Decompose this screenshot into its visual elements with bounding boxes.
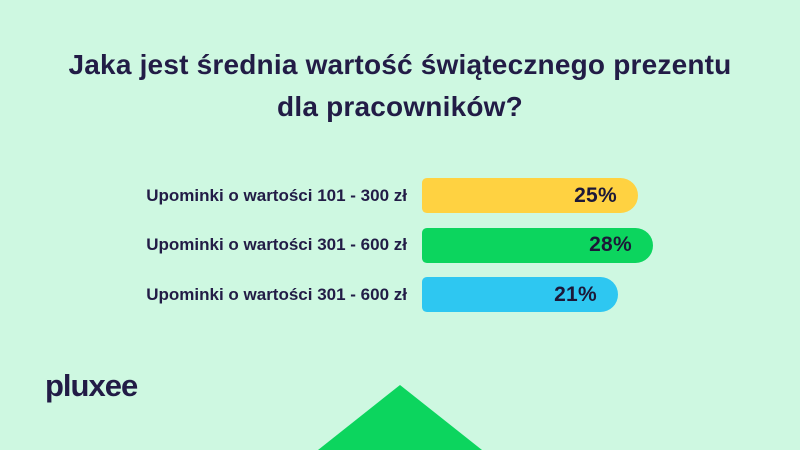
bar-row-2-label: Upominki o wartości 301 - 600 zł <box>146 235 407 254</box>
arrow-up-icon <box>318 385 482 450</box>
bar-row-1-bar: 25% <box>422 178 638 213</box>
bar-row-2-value: 28% <box>589 233 632 256</box>
bar-row-3: Upominki o wartości 301 - 600 zł 21% <box>0 277 800 312</box>
bar-row-1: Upominki o wartości 101 - 300 zł 25% <box>0 178 800 213</box>
bar-row-3-bar: 21% <box>422 277 618 312</box>
bar-row-3-label: Upominki o wartości 301 - 600 zł <box>146 284 407 304</box>
bar-row-2: Upominki o wartości 301 - 600 zł 28% <box>0 227 800 263</box>
bar-row-2-bar: 28% <box>422 227 653 263</box>
bar-chart: Upominki o wartości 101 - 300 zł 25% Upo… <box>0 178 800 327</box>
bar-row-1-label: Upominki o wartości 101 - 300 zł <box>146 185 407 205</box>
pluxee-logo: pluxee <box>45 368 138 403</box>
bar-row-1-value: 25% <box>574 183 617 207</box>
chart-title: Jaka jest średnia wartość świątecznego p… <box>68 49 732 122</box>
bar-row-3-value: 21% <box>554 282 597 306</box>
